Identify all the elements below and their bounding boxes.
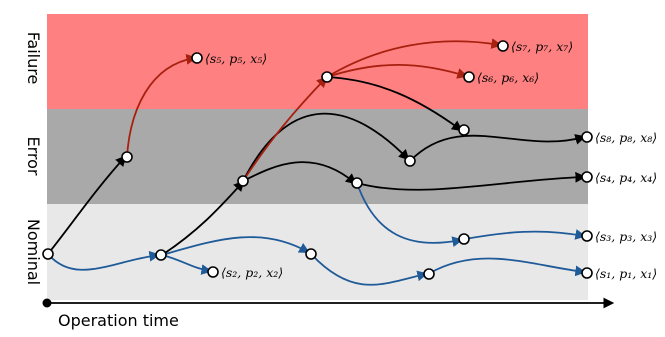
edge-i-to-s7 <box>326 38 503 78</box>
edge-g-to-d <box>242 161 357 185</box>
state-nodes <box>42 40 593 280</box>
node-g <box>237 175 249 187</box>
edge-d-to-e <box>356 182 464 247</box>
label-s6: ⟨s₆, p₆, x₆⟩ <box>477 70 539 85</box>
edge-e-to-s3 <box>464 229 587 240</box>
label-s3: ⟨s₃, p₃, x₃⟩ <box>595 229 657 244</box>
node-s7 <box>497 40 509 52</box>
label-s2: ⟨s₂, p₂, x₂⟩ <box>221 265 283 280</box>
node-s1 <box>581 267 593 279</box>
node-start <box>42 248 54 260</box>
edge-d-to-s4 <box>356 171 587 191</box>
node-s6 <box>463 71 475 83</box>
node-s2 <box>207 266 219 278</box>
node-s3 <box>581 230 593 242</box>
edge-a-to-g <box>161 180 245 256</box>
edge-h-to-s8 <box>409 134 587 162</box>
edge-a-to-s2 <box>161 254 213 275</box>
time-axis-origin <box>42 298 52 308</box>
node-d <box>351 177 363 189</box>
node-e <box>458 233 470 245</box>
error-edges <box>47 76 587 256</box>
error-band-label: Error <box>24 137 43 176</box>
node-j <box>458 124 470 136</box>
edge-i-to-j <box>326 76 463 132</box>
edge-a-to-b <box>161 236 310 256</box>
failure-band <box>47 14 588 109</box>
node-f <box>121 151 133 163</box>
failure-band-label: Failure <box>24 32 43 85</box>
time-axis-label: Operation time <box>58 311 179 330</box>
edge-start-to-f <box>47 155 127 255</box>
edge-f-to-s5 <box>126 54 198 158</box>
node-s4 <box>581 171 593 183</box>
node-c <box>423 268 435 280</box>
node-b <box>305 248 317 260</box>
node-h <box>404 155 416 167</box>
edge-i-to-s6 <box>326 63 469 79</box>
node-a <box>155 249 167 261</box>
nominal-band-label: Nominal <box>24 219 43 285</box>
edge-g-to-h <box>242 112 410 182</box>
node-i <box>321 71 333 83</box>
error-band <box>47 109 588 204</box>
label-s7: ⟨s₇, p₇, x₇⟩ <box>511 39 573 54</box>
edge-b-to-c <box>311 254 429 286</box>
label-s1: ⟨s₁, p₁, x₁⟩ <box>595 266 657 281</box>
edge-g-to-i <box>242 76 328 182</box>
nominal-band <box>47 204 588 300</box>
nominal-edges <box>47 182 587 286</box>
edge-start-to-a <box>47 250 161 271</box>
node-s5 <box>191 52 203 64</box>
label-s4: ⟨s₄, p₄, x₄⟩ <box>595 170 657 185</box>
failure-edges <box>126 38 503 182</box>
node-s8 <box>581 131 593 143</box>
edge-c-to-s1 <box>429 257 587 277</box>
label-s5: ⟨s₅, p₅, x₅⟩ <box>205 51 267 66</box>
label-s8: ⟨s₈, p₈, x₈⟩ <box>595 130 657 145</box>
